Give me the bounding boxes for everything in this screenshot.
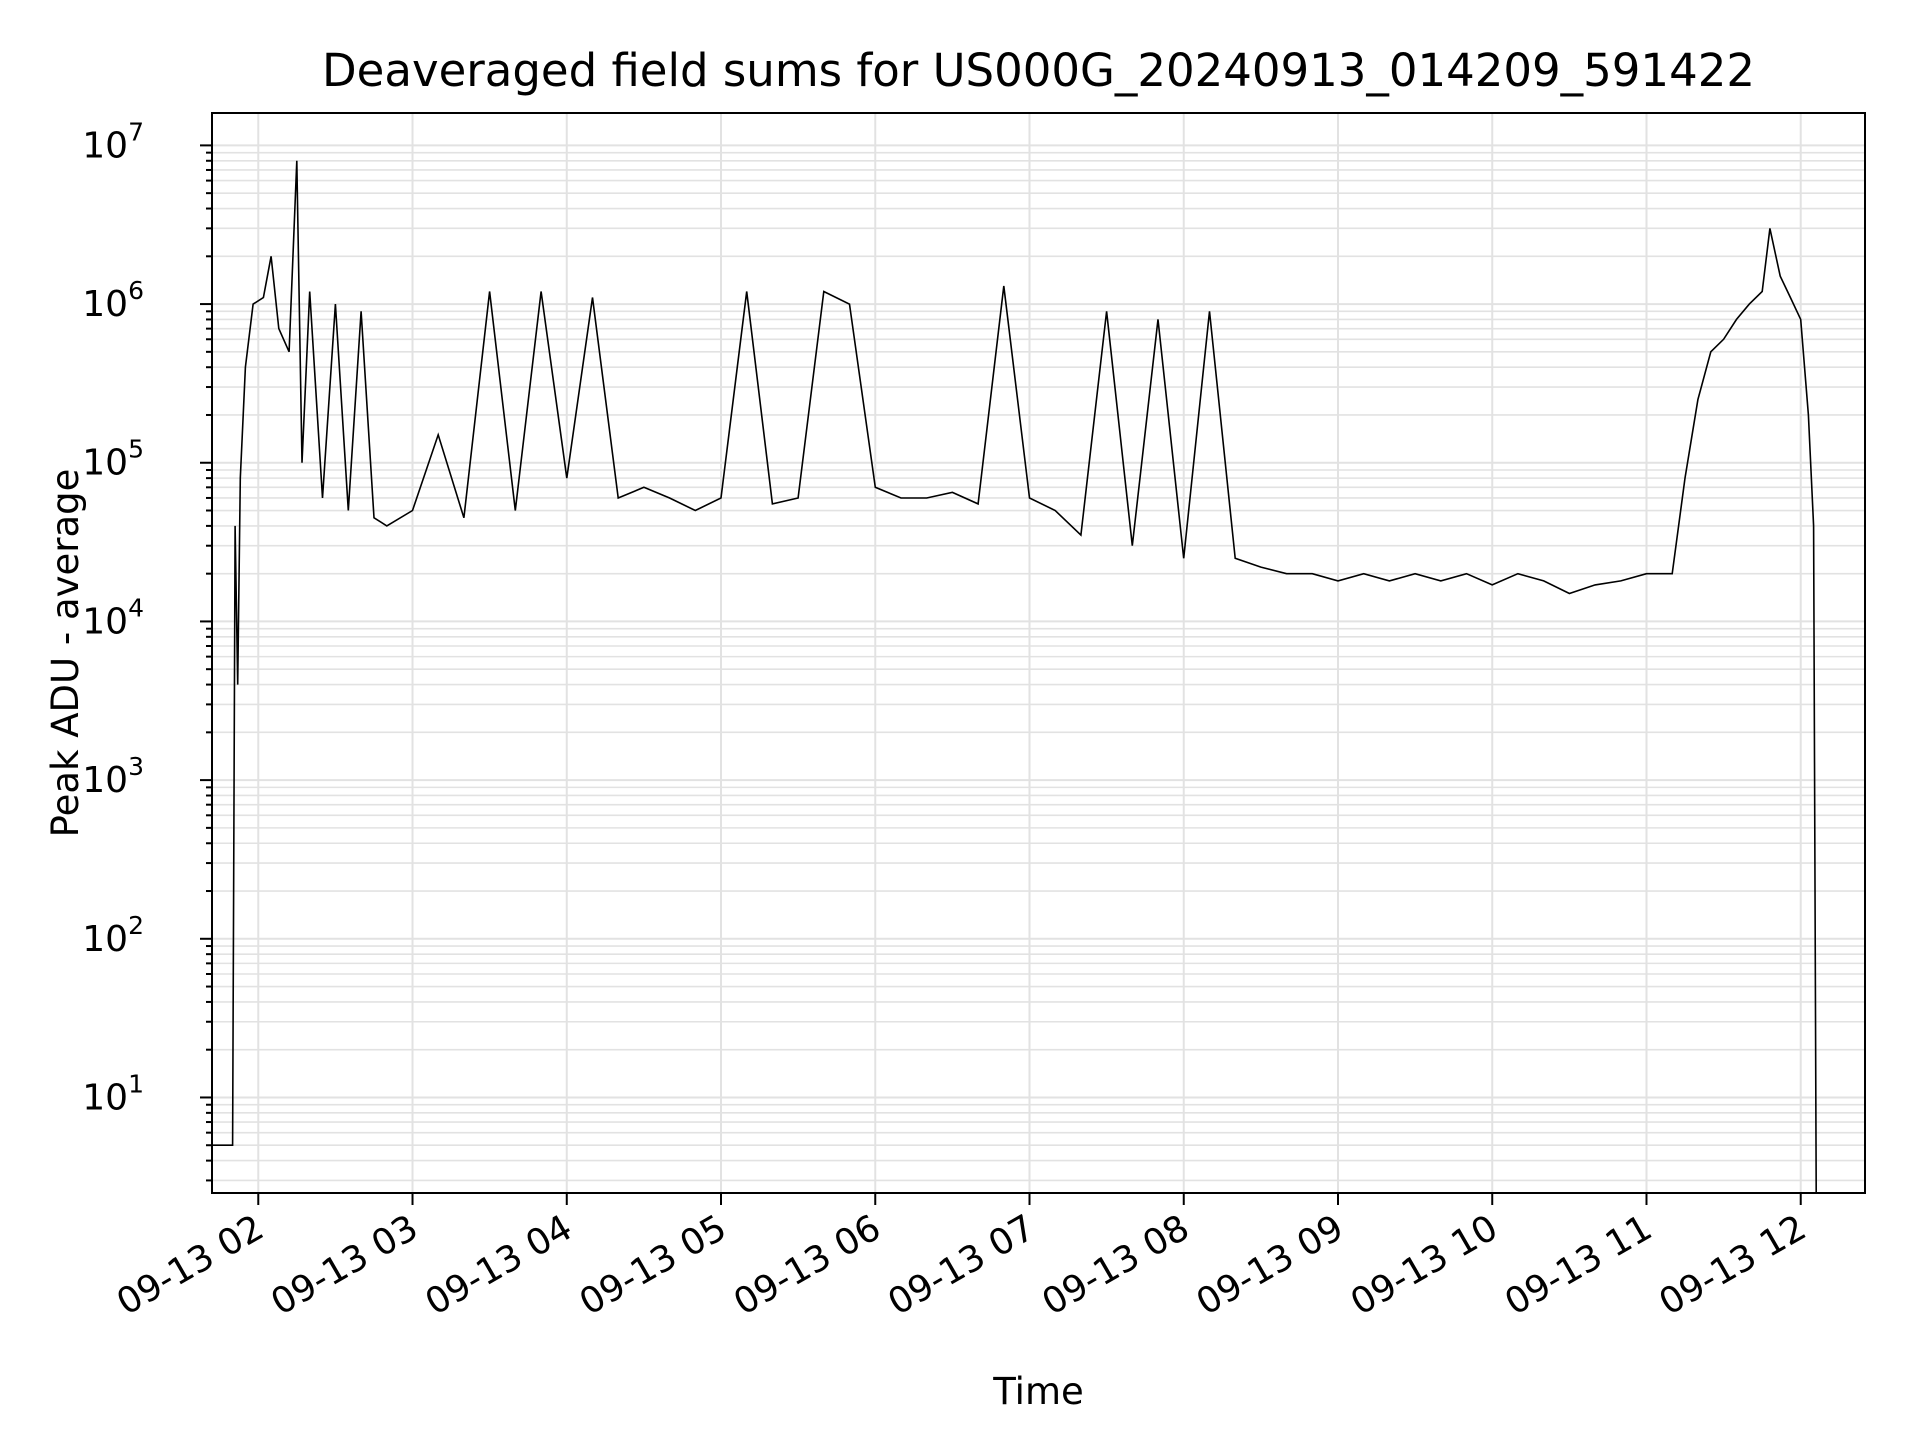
y-tick-label: 107 <box>82 117 144 166</box>
y-tick-label: 105 <box>82 435 144 484</box>
grid <box>212 113 1865 1193</box>
plot-frame <box>211 112 1866 1194</box>
series-layer <box>212 160 1865 1194</box>
y-tick-label: 104 <box>82 593 144 642</box>
y-tick-label: 101 <box>82 1069 144 1118</box>
x-axis-label: Time <box>992 1370 1084 1413</box>
series-line-0 <box>212 160 1865 1194</box>
y-tick-label: 103 <box>82 752 144 801</box>
y-axis-label: Peak ADU - average <box>44 469 87 838</box>
chart-title: Deaveraged field sums for US000G_2024091… <box>322 44 1755 97</box>
y-tick-label: 106 <box>82 276 144 325</box>
y-tick-label: 102 <box>82 911 144 960</box>
